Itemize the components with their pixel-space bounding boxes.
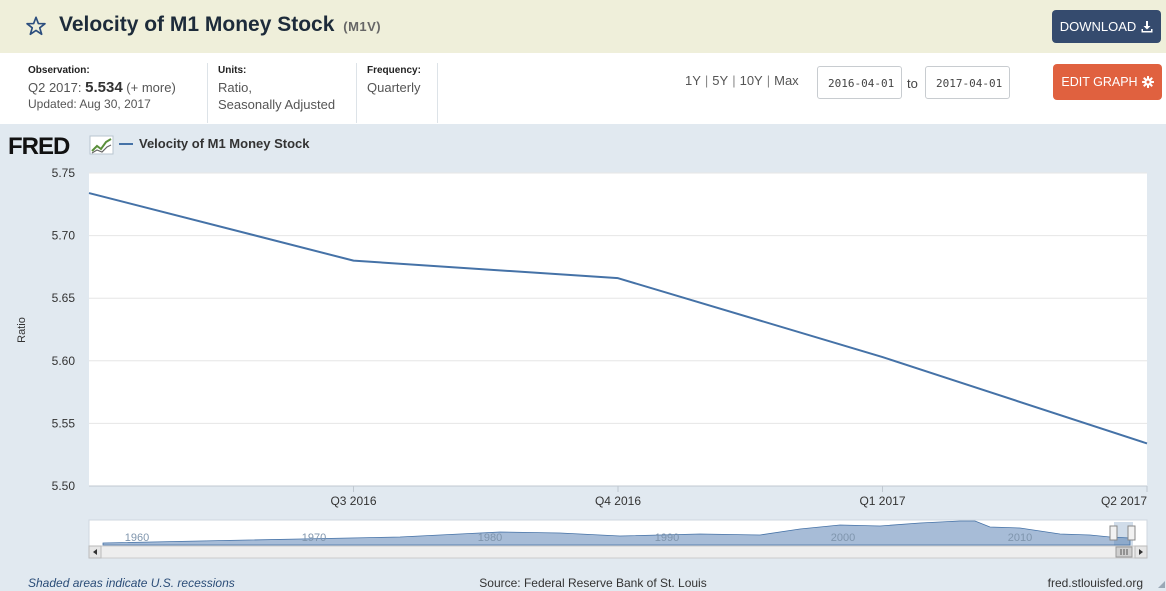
units-value-line2: Seasonally Adjusted <box>218 97 336 112</box>
chart: FRED Velocity of M1 Money Stock 5.50 5.55… <box>8 133 1165 590</box>
observation-more-link[interactable]: (+ more) <box>126 80 176 95</box>
end-date-input[interactable]: 2017-04-01 <box>925 66 1010 99</box>
meta-row: Observation: Q2 2017: 5.534 (+ more) Upd… <box>0 53 1166 124</box>
x-tick-label: Q4 2016 <box>595 494 641 508</box>
edit-graph-label: EDIT GRAPH <box>1061 75 1138 89</box>
range-max-button[interactable]: Max <box>774 73 799 88</box>
navigator-scrollbar[interactable] <box>88 545 1148 559</box>
edit-graph-button[interactable]: EDIT GRAPH <box>1053 64 1162 100</box>
fred-logo[interactable]: FRED <box>8 133 71 160</box>
navigator-series <box>102 520 1131 546</box>
navigator-tick-label: 1990 <box>655 532 679 544</box>
source-note: Source: Federal Reserve Bank of St. Loui… <box>479 576 706 590</box>
frequency-label: Frequency: <box>367 65 421 76</box>
frequency-block: Frequency: Quarterly <box>367 65 421 96</box>
navigator-tick-label: 2010 <box>1008 532 1032 544</box>
range-selector: 1Y | 5Y | 10Y | Max <box>685 73 799 88</box>
units-value-line1: Ratio, <box>218 80 252 95</box>
navigator-tick-label: 2000 <box>831 532 855 544</box>
scroll-right-icon[interactable] <box>1134 545 1148 559</box>
frequency-value: Quarterly <box>367 80 421 95</box>
observation-label: Observation: <box>28 65 90 76</box>
range-10y-button[interactable]: 10Y <box>739 73 763 88</box>
y-tick-label: 5.70 <box>52 229 76 243</box>
scroll-left-icon[interactable] <box>88 545 102 559</box>
navigator-left-handle[interactable] <box>1109 525 1118 541</box>
y-tick-label: 5.50 <box>52 479 76 493</box>
navigator-right-handle[interactable] <box>1127 525 1136 541</box>
series-layer <box>88 192 1148 445</box>
navigator-tick-label: 1980 <box>478 532 502 544</box>
start-date-input[interactable]: 2016-04-01 <box>817 66 902 99</box>
divider <box>207 63 208 123</box>
y-tick-label: 5.75 <box>52 166 76 180</box>
star-icon[interactable] <box>25 15 47 37</box>
units-label: Units: <box>218 65 247 76</box>
y-tick-label: 5.60 <box>52 354 76 368</box>
gear-icon <box>1141 76 1154 88</box>
y-tick-label: 5.65 <box>52 291 76 305</box>
observation-block: Observation: Q2 2017: 5.534 (+ more) Upd… <box>28 65 176 113</box>
date-to-label: to <box>907 76 918 91</box>
series-title: Velocity of M1 Money Stock <box>59 13 335 36</box>
navigator[interactable]: 1960 1970 1980 1990 2000 2010 <box>88 519 1148 559</box>
y-axis: 5.50 5.55 5.60 5.65 5.70 5.75 <box>52 166 76 493</box>
divider <box>356 63 357 123</box>
title-bar: Velocity of M1 Money Stock (M1V) DOWNLOA… <box>0 0 1166 53</box>
page-title: Velocity of M1 Money Stock (M1V) <box>59 13 381 37</box>
chart-area: FRED Velocity of M1 Money Stock 5.50 5.55… <box>0 124 1166 591</box>
y-axis-label: Ratio <box>16 317 28 343</box>
range-5y-button[interactable]: 5Y <box>712 73 729 88</box>
x-axis: Q3 2016 Q4 2016 Q1 2017 Q2 2017 <box>89 485 1148 508</box>
navigator-axis: 1960 1970 1980 1990 2000 2010 <box>125 532 1032 544</box>
x-tick-label: Q1 2017 <box>859 494 905 508</box>
series-id: (M1V) <box>343 19 382 34</box>
download-icon <box>1141 20 1153 32</box>
download-button[interactable]: DOWNLOAD <box>1052 10 1161 43</box>
observation-period: Q2 2017: <box>28 80 82 95</box>
units-block: Units: Ratio, Seasonally Adjusted <box>218 65 335 113</box>
plot-area <box>89 173 1147 486</box>
download-label: DOWNLOAD <box>1059 19 1137 34</box>
observation-value: 5.534 <box>85 79 123 96</box>
site-link[interactable]: fred.stlouisfed.org <box>1048 576 1143 590</box>
divider <box>437 63 438 123</box>
navigator-tick-label: 1960 <box>125 532 149 544</box>
x-tick-label: Q3 2016 <box>330 494 376 508</box>
recession-note: Shaded areas indicate U.S. recessions <box>28 576 235 590</box>
navigator-tick-label: 1970 <box>302 532 326 544</box>
resize-grip-icon[interactable] <box>1158 581 1165 588</box>
scrollbar-grip-icon <box>1120 549 1128 555</box>
range-1y-button[interactable]: 1Y <box>685 73 701 88</box>
chart-icon <box>89 135 114 155</box>
y-tick-label: 5.55 <box>52 416 76 430</box>
x-tick-label: Q2 2017 <box>1101 494 1147 508</box>
updated-date: Updated: Aug 30, 2017 <box>28 97 151 111</box>
legend-label: Velocity of M1 Money Stock <box>139 136 310 151</box>
